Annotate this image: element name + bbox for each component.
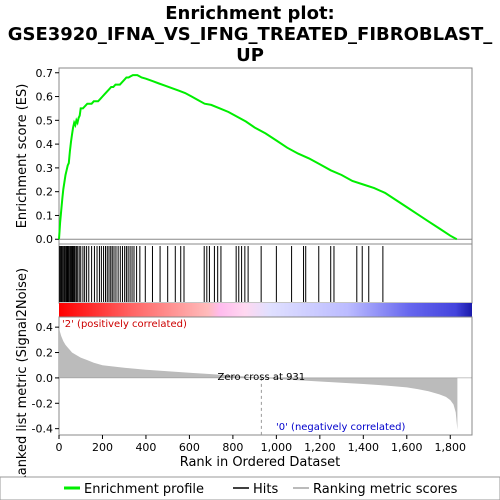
es-panel-frame [58, 67, 473, 245]
hits-panel [58, 243, 473, 304]
x-tick-label: 800 [222, 441, 243, 454]
metric-axis-label: Ranked list metric (Signal2Noise) [15, 268, 30, 484]
title-line-2: GSE3920_IFNA_VS_IFNG_TREATED_FIBROBLAST_ [8, 24, 493, 45]
ranking-metric-area [59, 327, 458, 430]
es-tick-label: 0.1 [36, 209, 54, 222]
positive-correlation-label: '2' (positively correlated) [62, 319, 187, 330]
title-line-1: Enrichment plot: [165, 3, 335, 24]
zero-cross-label: Zero cross at 931 [218, 372, 306, 383]
legend: Enrichment profile Hits Ranking metric s… [0, 476, 500, 500]
x-tick-label: 400 [135, 441, 156, 454]
metric-tick-label: -0.4 [32, 423, 53, 436]
hits-panel-frame [58, 243, 473, 304]
legend-frame [0, 476, 500, 500]
es-tick-label: 0.7 [36, 67, 54, 80]
es-tick-label: 0.0 [36, 233, 54, 246]
title-line-3: UP [236, 45, 264, 66]
negative-correlation-label: '0' (negatively correlated) [276, 422, 405, 433]
metric-tick-label: 0.0 [36, 372, 54, 385]
x-axis-label: Rank in Ordered Dataset [180, 455, 341, 470]
metric-tick-label: -0.2 [32, 397, 53, 410]
enrichment-profile-line [58, 74, 458, 241]
x-tick-label: 200 [92, 441, 113, 454]
es-tick-label: 0.4 [36, 138, 54, 151]
metric-tick-label: 0.4 [36, 321, 54, 334]
es-tick-label: 0.6 [36, 91, 54, 104]
legend-hits-label: Hits [253, 482, 278, 497]
x-tick-label: 600 [179, 441, 200, 454]
es-panel: 0.0 0.1 0.2 0.3 0.4 0.5 0.6 0.7 Enrichment scor… [15, 67, 473, 246]
es-tick-label: 0.5 [36, 114, 54, 127]
x-tick-label: 1,800 [435, 441, 467, 454]
metric-panel: 0.4 0.2 0.0 -0.2 -0.4 Zero cross at 931 '2' … [15, 268, 473, 484]
es-tick-label: 0.2 [36, 186, 54, 199]
legend-profile-label: Enrichment profile [84, 482, 204, 497]
x-tick-label: 1,000 [261, 441, 293, 454]
es-axis-label: Enrichment score (ES) [15, 84, 30, 229]
legend-metric-label: Ranking metric scores [313, 482, 458, 497]
metric-tick-label: 0.2 [36, 347, 54, 360]
rank-color-bar [59, 303, 472, 317]
x-tick-label: 1,600 [391, 441, 423, 454]
x-tick-label: 1,200 [304, 441, 336, 454]
x-tick-label: 0 [56, 441, 63, 454]
x-tick-label: 1,400 [348, 441, 380, 454]
es-tick-label: 0.3 [36, 162, 54, 175]
